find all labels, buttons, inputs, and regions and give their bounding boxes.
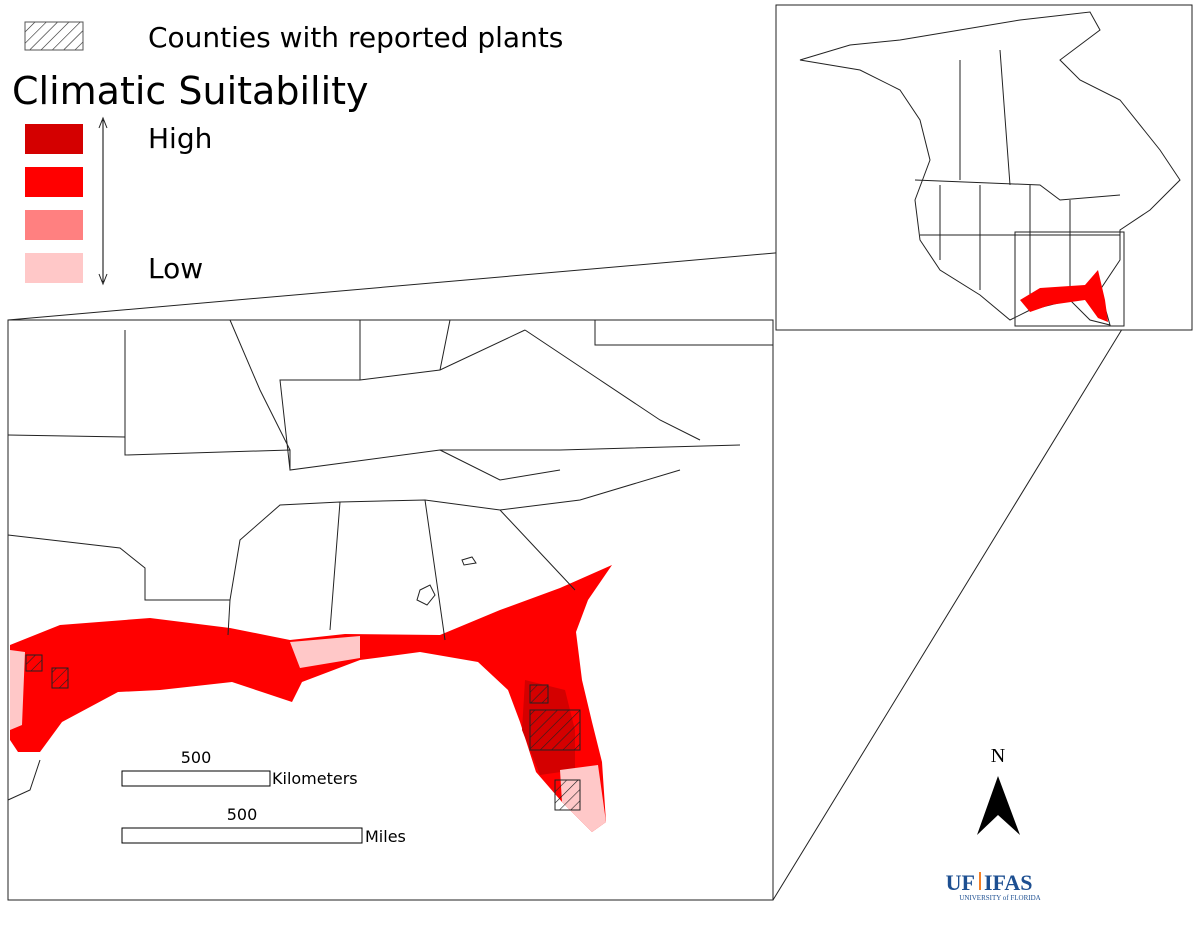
legend-swatch <box>25 167 83 197</box>
scale-bar-km <box>121 770 271 787</box>
legend-title: Climatic Suitability <box>12 69 369 113</box>
hatch-label: Counties with reported plants <box>148 21 563 54</box>
scale-unit: Kilometers <box>272 769 358 788</box>
logo-uf: UF <box>946 870 975 895</box>
suitability-low <box>10 636 360 730</box>
inset-map <box>775 4 1193 331</box>
scale-value: 500 <box>181 748 212 767</box>
scale-bar-mi <box>121 827 363 844</box>
scale-unit: Miles <box>365 827 406 846</box>
suitability-high <box>10 565 612 832</box>
logo-sub: UNIVERSITY of FLORIDA <box>959 894 1040 902</box>
arrow-heads <box>98 116 108 286</box>
legend-swatch <box>25 253 83 283</box>
swatches <box>25 124 83 283</box>
inset-suitability <box>1020 270 1108 322</box>
high-label: High <box>148 122 212 155</box>
logo-ifas: IFAS <box>984 870 1033 895</box>
north-arrow <box>977 776 1020 835</box>
legend-swatch <box>25 210 83 240</box>
hatch-swatch <box>24 21 84 51</box>
legend-swatch <box>25 124 83 154</box>
scale-value: 500 <box>227 805 258 824</box>
low-label: Low <box>148 252 203 285</box>
main-map <box>7 319 774 901</box>
north-label: N <box>991 745 1005 767</box>
